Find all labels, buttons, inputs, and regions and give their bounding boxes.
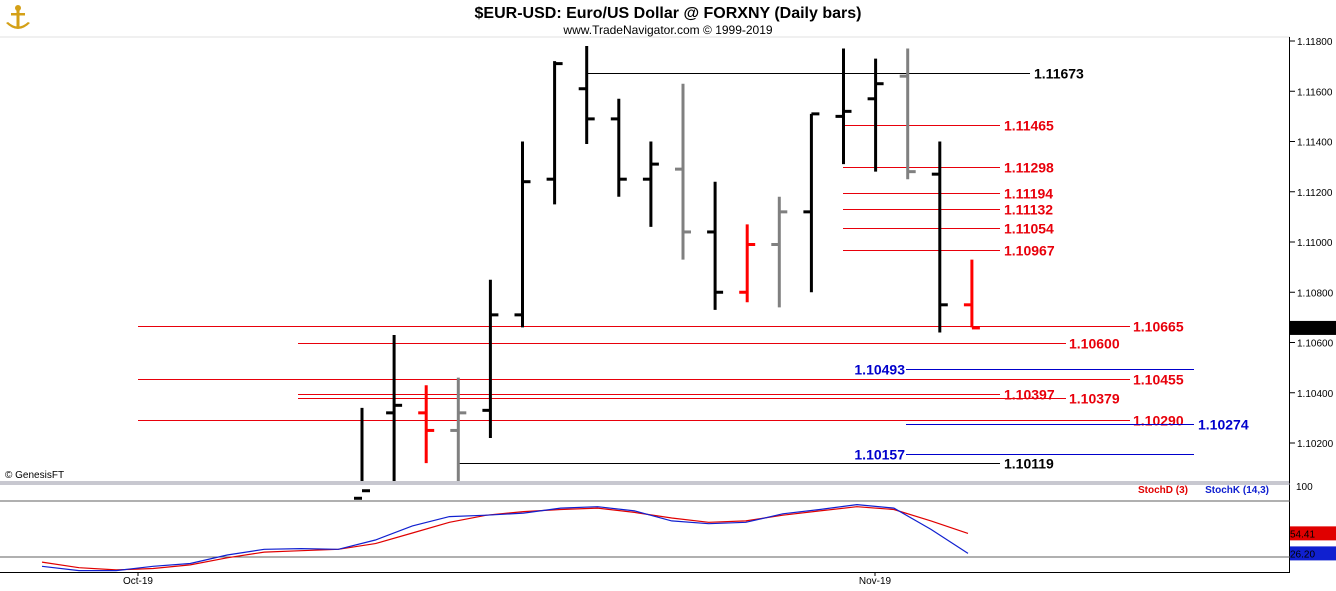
ohlc-bar: [482, 279, 499, 438]
ohlc-bar: [931, 141, 948, 333]
price-pane: [0, 36, 1290, 572]
price-axis-tick-label: 1.10800: [1297, 288, 1334, 299]
stoch-badge-d: [1290, 526, 1336, 541]
ohlc-bar: [354, 407, 370, 500]
ohlc-bar: [386, 334, 403, 481]
price-axis-tick-label: 1.10200: [1297, 439, 1334, 450]
stoch-axis-tick: 100: [1296, 482, 1313, 493]
level-label-1.11673: 1.11673: [1034, 66, 1084, 82]
ohlc-bar: [707, 181, 724, 310]
price-axis-area: [1290, 37, 1336, 572]
price-axis-tick-label: 1.10400: [1297, 389, 1334, 400]
level-label-1.10397: 1.10397: [1004, 387, 1055, 403]
stoch-badge-label-k: 26.20: [1290, 549, 1315, 560]
stochastic-pane: [0, 500, 1290, 573]
price-axis-tick-label: 1.11400: [1297, 138, 1333, 149]
header-area: [0, 0, 1336, 37]
level-label-1.11298: 1.11298: [1004, 160, 1054, 176]
ohlc-bar: [546, 61, 563, 205]
price-axis-tick-label: 1.11000: [1297, 238, 1333, 249]
last-price-badge: [1290, 320, 1336, 335]
ohlc-bar: [642, 141, 659, 227]
ohlc-bar: [675, 83, 691, 260]
level-label-1.11054: 1.11054: [1004, 221, 1054, 237]
price-axis-tick-label: 1.11200: [1297, 188, 1333, 199]
level-label-1.10157: 1.10157: [854, 447, 905, 463]
stoch-badge-label-d: 54.41: [1290, 529, 1315, 540]
ohlc-bar: [867, 58, 884, 172]
ohlc-bar: [418, 385, 435, 464]
ohlc-bar: [450, 377, 467, 481]
golden-anchor-logo-icon: [6, 5, 30, 29]
date-axis: Oct-19 Nov-19: [123, 572, 892, 587]
level-label-1.10379: 1.10379: [1069, 391, 1120, 407]
level-label-1.10290: 1.10290: [1133, 413, 1184, 429]
level-label-1.11132: 1.11132: [1004, 202, 1053, 218]
level-label-1.10455: 1.10455: [1133, 372, 1184, 388]
ohlc-bar: [771, 196, 788, 308]
stoch-line-d: [41, 506, 969, 571]
level-label-1.11465: 1.11465: [1004, 118, 1054, 134]
price-axis: 1.11800 1.11600 1.11400 1.11200 1.11000 1.108…: [1290, 37, 1334, 450]
ohlc-bar: [963, 259, 980, 330]
ohlc-bar: [514, 141, 531, 328]
stoch-last-values: 54.41 26.20: [1290, 526, 1336, 561]
level-label-1.10493: 1.10493: [854, 362, 905, 378]
ohlc-bar: [739, 224, 756, 303]
ohlc-bar: [835, 48, 852, 165]
level-label-1.10967: 1.10967: [1004, 243, 1055, 259]
chart-title: $EUR-USD: Euro/US Dollar @ FORXNY (Daily…: [475, 5, 862, 22]
date-axis-label: Oct-19: [123, 576, 153, 587]
price-axis-tick-label: 1.10600: [1297, 339, 1334, 350]
level-label-1.10665: 1.10665: [1133, 319, 1184, 335]
date-axis-label: Nov-19: [859, 576, 892, 587]
ohlc-bar: [899, 48, 916, 180]
ohlc-bar: [803, 112, 820, 293]
level-label-1.10274: 1.10274: [1198, 417, 1249, 433]
ohlc-bar: [610, 98, 627, 197]
ohlc-bar: [578, 46, 595, 145]
stoch-k-legend: StochK (14,3): [1205, 485, 1269, 496]
ohlc-bars: [354, 46, 980, 500]
last-price-label: 1.10658: [1293, 324, 1330, 335]
level-label-1.11194: 1.11194: [1004, 186, 1053, 202]
stoch-d-legend: StochD (3): [1138, 485, 1188, 496]
watermark: © GenesisFT: [5, 470, 64, 481]
stoch-badge-k: [1290, 546, 1336, 561]
stoch-line-k: [41, 503, 969, 572]
price-axis-tick-label: 1.11800: [1297, 37, 1333, 48]
price-axis-tick-label: 1.11600: [1297, 87, 1333, 98]
level-label-1.10119: 1.10119: [1004, 456, 1054, 472]
level-label-1.10600: 1.10600: [1069, 336, 1120, 352]
last-price-marker: 1.10658: [1290, 320, 1336, 335]
chart-subtitle: www.TradeNavigator.com © 1999-2019: [562, 23, 772, 37]
